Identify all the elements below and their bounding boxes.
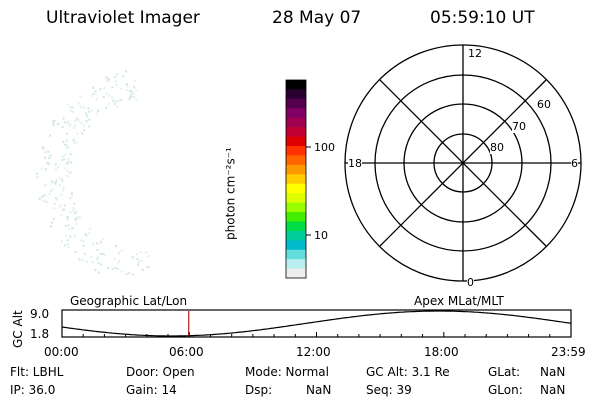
lat-label-80: 80 [490,141,504,154]
gain-info: Gain: 14 [126,383,177,397]
colorbar-segment [286,193,306,204]
mode-info: Mode: Normal [245,365,329,379]
glon-label: GLon: [488,383,523,397]
colorbar-border [285,79,307,279]
colorbar-segment [286,174,306,185]
colorbar-segment [286,108,306,119]
date-label: 28 May 07 [272,8,362,28]
colorbar-tick-100: 100 [314,141,335,154]
x-tick-0600: 06:00 [169,345,204,359]
colorbar-segment [286,89,306,100]
x-tick-1200: 12:00 [296,345,331,359]
lat-label-70: 70 [512,120,526,133]
instrument-title: Ultraviolet Imager [46,8,200,28]
gc-alt-min-label: 1.8 [30,327,50,341]
door-info: Door: Open [126,365,195,379]
colorbar-segment [286,240,306,251]
x-tick-1800: 18:00 [424,345,459,359]
seq-info: Seq: 39 [366,383,412,397]
colorbar-segment [286,117,306,128]
mlt-label-0: 0 [467,276,474,289]
colorbar-segment [286,146,306,157]
colorbar-segment [286,80,306,91]
ip-info: IP: 36.0 [10,383,56,397]
colorbar-segment [286,155,306,166]
colorbar-segment [286,164,306,175]
x-tick-2359: 23:59 [551,345,586,359]
colorbar-segment [286,202,306,213]
glon-value: NaN [540,383,566,397]
lat-label-60: 60 [537,98,551,111]
x-tick-0000: 00:00 [44,345,79,359]
colorbar-segment [286,268,306,279]
glat-value: NaN [540,365,566,379]
geographic-label: Geographic Lat/Lon [70,294,188,308]
colorbar-segment [286,136,306,147]
mlt-label-6: 6 [571,157,578,170]
colorbar-segment [286,183,306,194]
filter-info: Flt: LBHL [10,365,64,379]
apex-label: Apex MLat/MLT [414,294,504,308]
colorbar-segment [286,259,306,270]
colorbar-segment [286,230,306,241]
dsp-value: NaN [306,383,332,397]
colorbar-segment [286,249,306,260]
colorbar-segment [286,127,306,138]
colorbar-segment [286,212,306,223]
mlt-label-18: 18 [348,157,362,170]
time-label: 05:59:10 UT [430,8,535,28]
colorbar-segment [286,98,306,109]
colorbar-segment [286,221,306,232]
gc-alt-max-label: 9.0 [30,307,50,321]
gc-alt-info: GC Alt: 3.1 Re [366,365,450,379]
polar-diagonal-2 [379,79,547,247]
dsp-label: Dsp: [245,383,273,397]
mlt-label-12: 12 [468,47,482,60]
colorbar-tick-10: 10 [314,229,328,242]
glat-label: GLat: [488,365,521,379]
